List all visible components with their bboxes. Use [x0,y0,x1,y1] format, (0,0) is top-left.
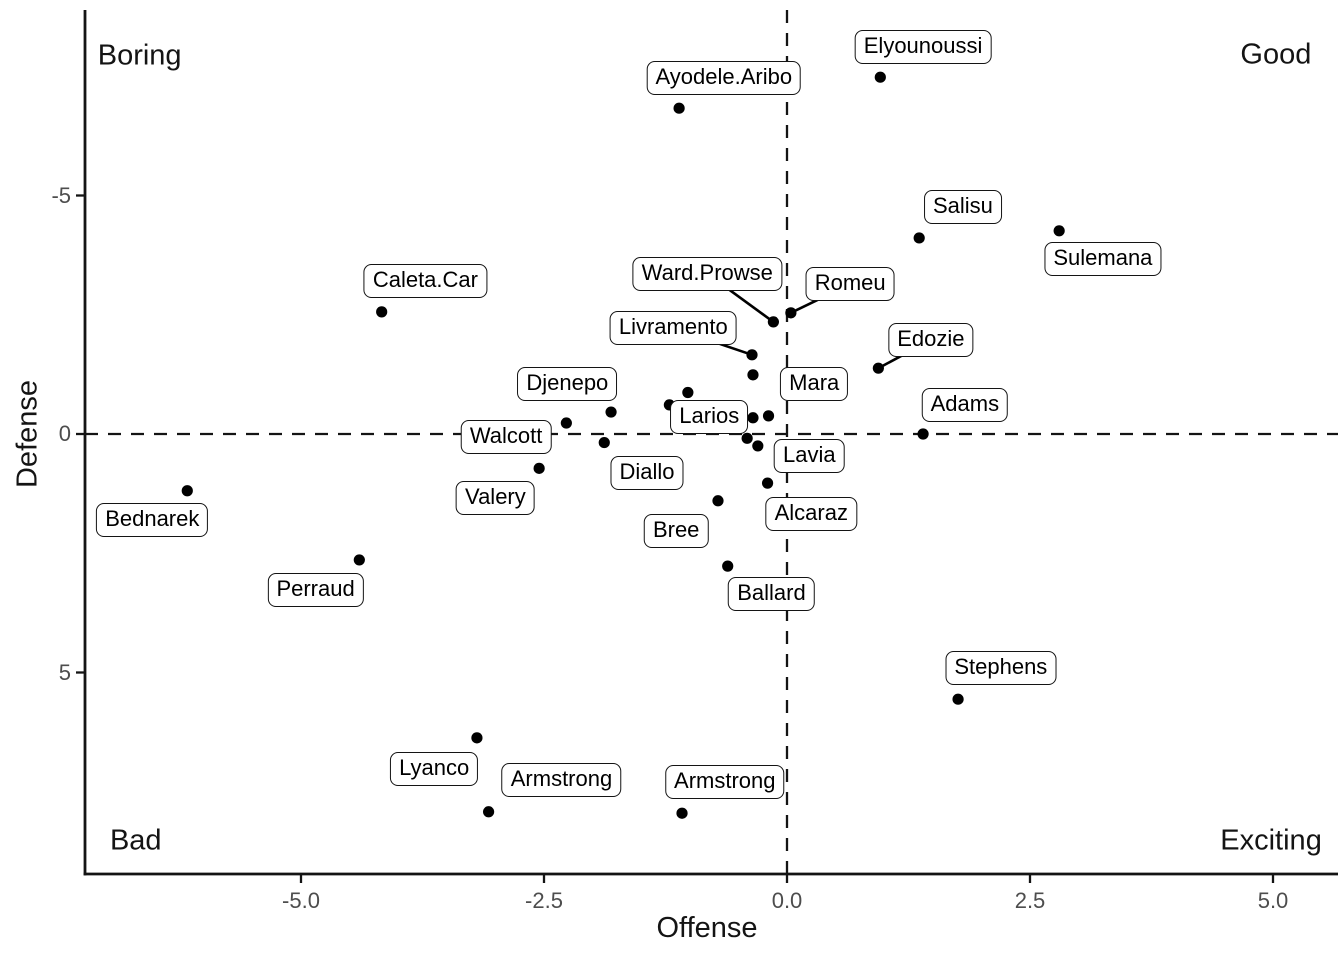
player-label-djenepo: Djenepo [517,366,618,401]
player-label-mara: Mara [780,366,849,401]
data-point-bednarek [181,485,193,497]
data-point-larios [747,412,759,424]
data-point [682,386,694,399]
data-point-elyounoussi [874,71,886,83]
data-point-diallo [598,436,610,449]
player-label-perraud: Perraud [267,573,364,608]
data-point-perraud [353,554,365,566]
data-point-stephens [952,693,964,705]
player-label-diallo: Diallo [610,456,684,491]
player-label-caleta.car: Caleta.Car [363,263,487,298]
quadrant-label-boring: Boring [97,39,182,72]
data-point-adams [917,428,929,440]
x-axis-title: Offense [656,912,758,944]
player-label-sulemana: Sulemana [1044,241,1162,276]
player-label-edozie: Edozie [888,323,974,357]
player-label-lyanco: Lyanco [390,751,479,786]
data-point-lyanco [471,732,483,744]
player-label-ayodele.aribo: Ayodele.Aribo [646,61,802,96]
data-point-caleta.car [376,306,388,318]
data-point-bree [712,495,724,507]
data-point-walcott [560,417,572,429]
player-label-alcaraz: Alcaraz [765,497,857,532]
player-label-adams: Adams [921,387,1009,422]
data-point-valery [533,462,545,474]
quadrant-label-bad: Bad [109,824,162,857]
x-tick-label: 5.0 [1257,888,1289,913]
player-label-armstrong: Armstrong [665,765,785,800]
y-tick-label: 5 [58,659,71,685]
data-point-djenepo [605,406,617,418]
y-tick-label: -5 [51,182,71,208]
data-point-armstrong [482,806,495,818]
data-point [741,432,753,444]
x-tick-label: 2.5 [1014,888,1046,913]
data-point-ayodele.aribo [673,102,685,114]
player-label-walcott: Walcott [460,420,552,455]
y-tick-label: 0 [58,421,71,446]
player-label-bree: Bree [643,513,709,548]
data-point-sulemana [1053,225,1065,237]
player-label-ballard: Ballard [728,576,815,611]
player-label-elyounoussi: Elyounoussi [854,30,992,65]
x-tick-label: -5.0 [282,888,320,913]
data-point-ballard [722,560,734,572]
player-label-armstrong: Armstrong [501,762,622,797]
player-label-salisu: Salisu [923,189,1002,224]
data-point [762,410,775,422]
data-point-edozie [872,362,884,374]
player-label-larios: Larios [670,400,749,435]
player-label-livramento: Livramento [609,311,737,346]
player-label-stephens: Stephens [945,651,1057,686]
player-label-ward.prowse: Ward.Prowse [632,256,782,291]
player-label-bednarek: Bednarek [96,502,209,537]
data-point-salisu [913,232,925,244]
x-tick-label: -2.5 [525,888,563,913]
data-point-alcaraz [761,477,774,489]
quadrant-label-good: Good [1240,38,1312,71]
x-tick-label: 0.0 [771,888,803,913]
y-axis-title: Defense [11,379,44,489]
data-point-romeu [785,307,797,319]
data-point-mara [747,369,759,381]
data-point-armstrong [676,807,688,819]
player-label-romeu: Romeu [805,267,895,302]
data-point-lavia [752,440,764,452]
data-point-livramento [746,349,758,361]
player-label-lavia: Lavia [774,438,845,473]
player-label-valery: Valery [456,481,535,516]
quadrant-label-exciting: Exciting [1220,824,1322,857]
data-point-ward.prowse [767,316,779,328]
